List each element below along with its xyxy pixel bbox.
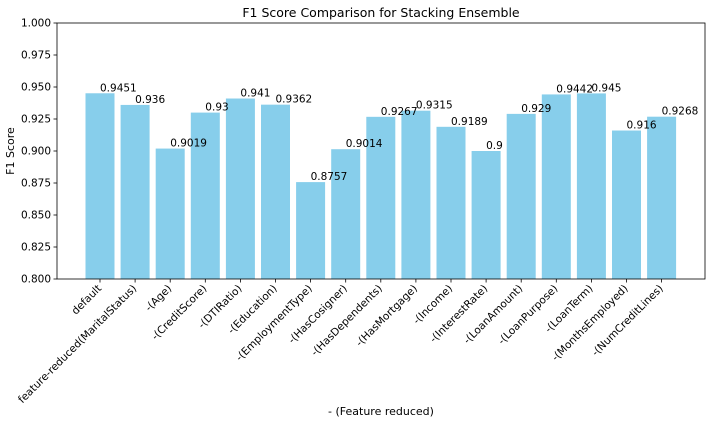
data-label: 0.9451 [100, 82, 137, 94]
data-label: 0.9014 [346, 138, 383, 150]
data-label: 0.9 [486, 140, 503, 152]
bar [331, 149, 361, 279]
x-tick-label: -(LoanPurpose) [496, 283, 561, 348]
y-tick-label: 0.875 [21, 178, 51, 190]
bar [155, 148, 185, 279]
bar [471, 151, 501, 279]
data-label: 0.945 [591, 82, 621, 94]
y-tick-label: 0.900 [21, 146, 51, 158]
y-axis-title: F1 Score [4, 127, 17, 175]
y-tick-label: 0.950 [21, 82, 51, 94]
y-tick-label: 1.000 [21, 18, 51, 30]
x-tick-label: -(Age) [143, 283, 174, 314]
y-tick-label: 0.825 [21, 242, 51, 254]
bar [576, 93, 606, 280]
bar [225, 98, 255, 280]
plot-frame [56, 22, 706, 280]
data-label: 0.9442 [556, 83, 593, 95]
bar [296, 182, 326, 279]
bar [541, 94, 571, 279]
data-label: 0.936 [135, 94, 165, 106]
data-label: 0.8757 [311, 171, 348, 183]
data-label: 0.929 [521, 103, 551, 115]
bar [506, 113, 536, 279]
y-axis: 0.800 0.825 0.850 0.875 0.900 0.925 0.950 0.975… [21, 18, 57, 286]
data-label: 0.9267 [381, 106, 418, 118]
data-label: 0.9315 [416, 100, 453, 112]
bar [85, 93, 115, 279]
bar [120, 104, 150, 279]
bars-group [85, 93, 677, 280]
data-label: 0.93 [205, 102, 228, 114]
data-label: 0.941 [240, 88, 270, 100]
bar [436, 126, 466, 279]
data-label: 0.9362 [276, 94, 313, 106]
bar [261, 104, 290, 279]
x-tick-label: default [70, 283, 105, 318]
bar [366, 116, 396, 279]
bar [401, 110, 431, 280]
data-label: 0.9268 [662, 106, 699, 118]
data-label: 0.9189 [451, 116, 488, 128]
x-axis-title: - (Feature reduced) [328, 405, 434, 418]
chart-title: F1 Score Comparison for Stacking Ensembl… [242, 5, 520, 20]
y-tick-label: 0.800 [21, 274, 51, 286]
x-tick-label: -(HasMortgage) [354, 283, 420, 349]
bar [647, 116, 677, 279]
bar [612, 130, 641, 279]
y-tick-label: 0.975 [21, 50, 51, 62]
data-label: 0.9019 [170, 138, 207, 150]
data-label: 0.916 [627, 120, 657, 132]
y-tick-label: 0.850 [21, 210, 51, 222]
y-tick-label: 0.925 [21, 114, 51, 126]
bar [190, 112, 220, 279]
